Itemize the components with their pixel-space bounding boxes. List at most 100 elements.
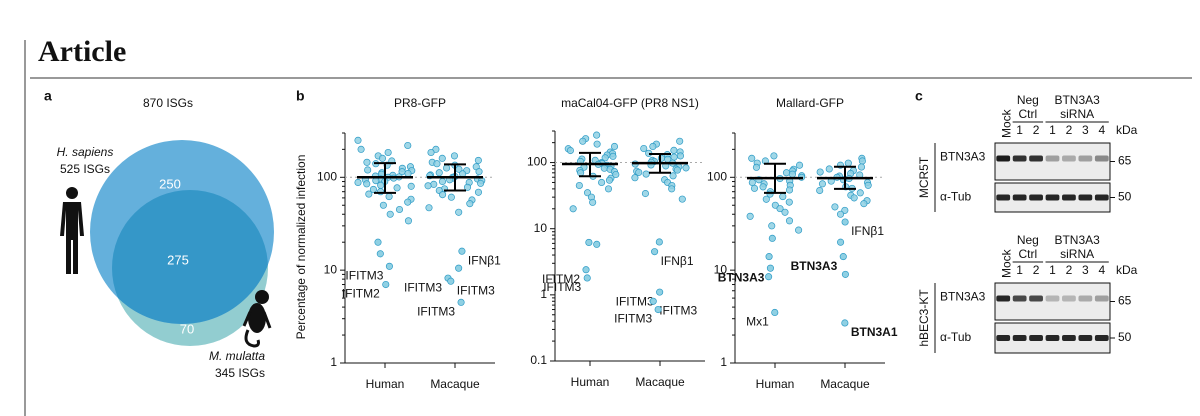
outlier-label: IFITM3 — [457, 283, 495, 297]
outlier-dot — [582, 266, 590, 274]
dot — [770, 152, 778, 160]
outlier-dot — [585, 238, 593, 246]
dot — [435, 169, 443, 177]
band — [996, 155, 1011, 162]
venn-count: 70 — [180, 321, 194, 336]
outlier-label: IFITM3 — [616, 294, 654, 308]
dot — [788, 170, 796, 178]
protein-label: BTN3A3 — [940, 290, 986, 304]
y-tick-label: 10 — [714, 262, 728, 276]
dot — [357, 145, 365, 153]
ctrl-label: Ctrl — [1019, 107, 1038, 121]
dot — [605, 176, 614, 184]
dot — [682, 164, 690, 172]
y-tick-label: 0.1 — [530, 353, 547, 367]
dot — [640, 144, 648, 153]
dot — [858, 157, 866, 165]
lane-number: 2 — [1033, 263, 1040, 277]
dot — [432, 145, 440, 153]
dot — [475, 168, 483, 176]
outlier-dot — [768, 234, 776, 242]
outlier-label: IFNβ1 — [851, 224, 884, 238]
lane-number: 1 — [1016, 263, 1023, 277]
y-tick-label: 1 — [720, 355, 727, 369]
dot — [610, 142, 619, 151]
outlier-dot — [771, 308, 779, 317]
outlier-dot — [457, 298, 465, 306]
dot — [407, 182, 415, 190]
dot — [668, 185, 676, 193]
dot — [433, 160, 441, 168]
strip-chart: PR8-GFP 1 10 100 Human IFITM3 IFITM2 Macaque IFN… — [317, 96, 501, 391]
outlier-dot — [374, 238, 382, 246]
dot — [384, 148, 392, 157]
band — [1045, 194, 1060, 201]
dot — [776, 205, 784, 213]
dot — [455, 208, 463, 216]
dot — [649, 142, 657, 151]
dot — [631, 174, 639, 182]
band — [996, 335, 1011, 341]
band — [1094, 295, 1109, 302]
outlier-dot — [765, 273, 773, 281]
outlier-label: IFNβ1 — [468, 253, 501, 267]
outlier-dot — [376, 250, 384, 258]
band — [996, 194, 1011, 201]
dot — [678, 195, 686, 203]
dot — [369, 185, 377, 193]
outlier-dot — [656, 288, 664, 296]
band — [1029, 155, 1043, 162]
venn-count: 250 — [159, 176, 181, 191]
lane-number: 1 — [1049, 123, 1056, 137]
dot — [579, 137, 587, 145]
dot — [782, 169, 791, 177]
band — [996, 295, 1011, 302]
band — [1012, 295, 1027, 302]
panel-label: b — [296, 88, 305, 104]
band — [1094, 194, 1109, 201]
outlier-dot — [382, 280, 390, 289]
band — [1029, 194, 1043, 201]
dot — [439, 191, 447, 199]
dot — [474, 188, 483, 196]
dot — [836, 210, 845, 218]
dot — [427, 148, 435, 157]
dot — [377, 181, 385, 189]
dot — [404, 141, 412, 150]
cell-line: MCR5T — [917, 156, 931, 198]
dot — [393, 184, 401, 192]
protein-label: α-Tub — [940, 330, 971, 344]
dot — [385, 193, 393, 201]
band — [1029, 335, 1043, 341]
y-tick-label: 1 — [540, 287, 547, 301]
ctrl-label: Neg — [1017, 93, 1039, 107]
lane-number: 1 — [1016, 123, 1023, 137]
dot — [378, 154, 387, 162]
outlier-label: IFITM3 — [543, 280, 581, 294]
dot — [642, 170, 650, 178]
band — [1062, 295, 1076, 302]
dot — [673, 166, 681, 174]
dot — [785, 217, 794, 225]
dot — [598, 178, 606, 187]
outlier-dot — [649, 297, 657, 305]
venn-overlap — [112, 190, 268, 324]
outlier-dot — [385, 262, 393, 270]
outlier-label: BTN3A3 — [718, 270, 765, 284]
lane-number: 3 — [1082, 123, 1089, 137]
dot — [566, 146, 574, 155]
charts: PR8-GFP110100HumanIFITM3IFITM2MacaqueIFN… — [317, 96, 898, 391]
outlier-dot — [651, 248, 659, 256]
protein-label: α-Tub — [940, 190, 971, 204]
outlier-dot — [841, 270, 849, 278]
x-tick-label: Macaque — [430, 377, 480, 391]
dot — [438, 177, 447, 186]
venn-count: 275 — [167, 252, 189, 267]
dot — [748, 154, 756, 162]
dot — [785, 198, 793, 206]
dot — [443, 164, 451, 172]
dot — [609, 152, 617, 160]
